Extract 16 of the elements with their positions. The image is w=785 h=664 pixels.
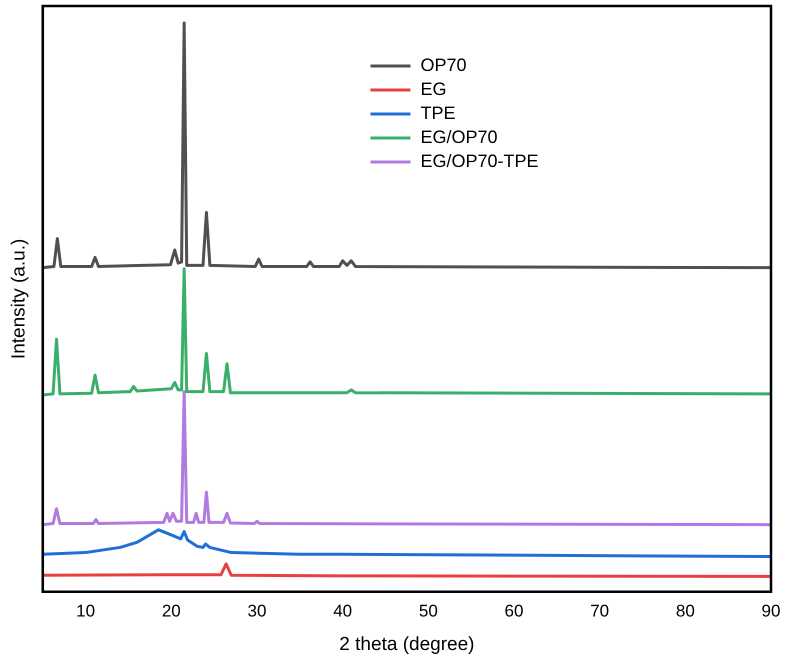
- x-tick-label: 50: [418, 602, 438, 621]
- x-tick-label: 10: [76, 602, 96, 621]
- legend-label: TPE: [420, 102, 456, 123]
- legend-label: EG/OP70-TPE: [420, 150, 539, 171]
- legend-label: OP70: [420, 54, 467, 75]
- legend-label: EG: [420, 78, 447, 99]
- x-tick-label: 30: [248, 602, 266, 621]
- y-axis-title: Intensity (a.u.): [8, 238, 30, 360]
- x-tick-label: 60: [504, 602, 524, 621]
- x-axis-title: 2 theta (degree): [339, 634, 474, 655]
- legend-label: EG/OP70: [420, 126, 498, 147]
- x-tick-label: 40: [333, 602, 352, 621]
- x-tick-label: 70: [590, 602, 610, 621]
- x-tick-label: 80: [676, 602, 695, 621]
- x-tick-label: 20: [162, 602, 181, 621]
- x-tick-label: 90: [762, 602, 780, 621]
